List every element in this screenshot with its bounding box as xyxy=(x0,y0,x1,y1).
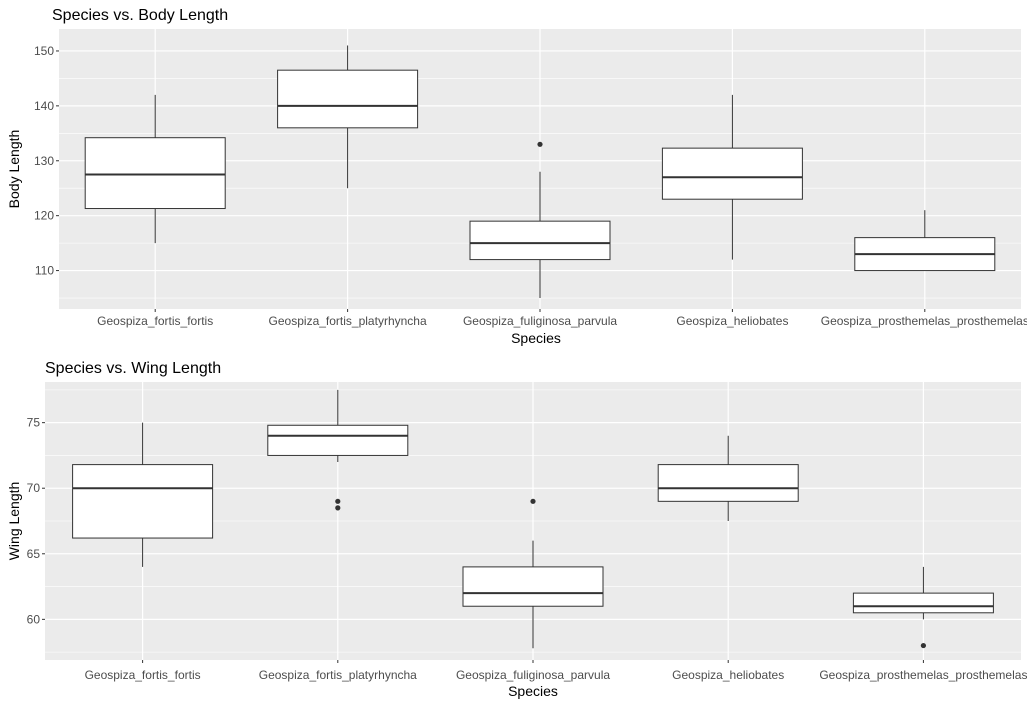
iqr-box xyxy=(72,464,214,539)
box-Geospiza_fortis_fortis xyxy=(72,422,214,567)
iqr-box xyxy=(462,566,604,607)
outlier-point xyxy=(335,505,341,511)
iqr-box xyxy=(657,464,799,502)
chart-title: Species vs. Wing Length xyxy=(45,360,221,377)
y-tick-label: 140 xyxy=(34,99,54,113)
y-tick-label: 150 xyxy=(34,44,54,58)
box-series xyxy=(84,45,996,299)
iqr-box xyxy=(267,424,409,456)
y-tick-label: 60 xyxy=(27,612,41,626)
x-tick-label: Geospiza_fortis_fortis xyxy=(97,314,213,328)
box-Geospiza_fortis_platyrhyncha xyxy=(277,45,419,189)
x-tick-label: Geospiza_heliobates xyxy=(672,668,784,682)
box-Geospiza_fuliginosa_parvula xyxy=(462,498,604,649)
iqr-box xyxy=(469,220,611,261)
x-tick-label: Geospiza_prosthemelas_prosthemelas xyxy=(819,668,1027,682)
x-tick-labels: Geospiza_fortis_fortis Geospiza_fortis_pl… xyxy=(97,309,1027,328)
x-tick-label: Geospiza_fortis_platyrhyncha xyxy=(259,668,417,682)
box-Geospiza_prosthemelas_prosthemelas xyxy=(854,210,996,272)
y-tick-label: 120 xyxy=(34,209,54,223)
y-tick-label: 75 xyxy=(27,416,41,430)
outlier-point xyxy=(530,498,536,504)
x-tick-label: Geospiza_heliobates xyxy=(676,314,788,328)
box-Geospiza_heliobates xyxy=(661,94,803,260)
outlier-point xyxy=(537,141,543,147)
box-series xyxy=(72,389,994,649)
box-Geospiza_fortis_platyrhyncha xyxy=(267,389,409,511)
y-tick-label: 130 xyxy=(34,154,54,168)
y-tick-labels: 110 120 130 140 150 xyxy=(34,44,59,278)
y-tick-label: 110 xyxy=(35,264,54,278)
x-tick-label: Geospiza_prosthemelas_prosthemelas xyxy=(821,314,1027,328)
x-tick-label: Geospiza_fuliginosa_parvula xyxy=(456,668,610,682)
iqr-box xyxy=(84,137,226,210)
y-tick-label: 70 xyxy=(27,481,41,495)
box-Geospiza_heliobates xyxy=(657,435,799,521)
iqr-box xyxy=(277,69,419,129)
box-Geospiza_fortis_fortis xyxy=(84,94,226,244)
x-tick-label: Geospiza_fuliginosa_parvula xyxy=(463,314,617,328)
box-Geospiza_fuliginosa_parvula xyxy=(469,141,611,299)
y-axis-label: Body Length xyxy=(6,130,22,209)
y-tick-label: 65 xyxy=(27,547,41,561)
iqr-box xyxy=(661,147,803,200)
wing-length-boxplot: Species vs. Wing Length 60 65 70 75 Geospiz… xyxy=(6,360,1027,699)
outlier-point xyxy=(335,498,341,504)
x-tick-labels: Geospiza_fortis_fortis Geospiza_fortis_pl… xyxy=(85,660,1027,682)
y-axis-label: Wing Length xyxy=(6,482,22,561)
box-Geospiza_prosthemelas_prosthemelas xyxy=(852,566,994,649)
x-axis-label: Species xyxy=(511,330,561,346)
x-tick-label: Geospiza_fortis_platyrhyncha xyxy=(269,314,427,328)
y-tick-labels: 60 65 70 75 xyxy=(27,416,45,626)
x-axis-label: Species xyxy=(508,683,558,699)
body-length-boxplot: Species vs. Body Length 110120130140150 … xyxy=(6,7,1027,346)
x-tick-label: Geospiza_fortis_fortis xyxy=(85,668,201,682)
iqr-box xyxy=(852,592,994,614)
chart-title: Species vs. Body Length xyxy=(52,7,228,24)
outlier-point xyxy=(920,642,927,649)
